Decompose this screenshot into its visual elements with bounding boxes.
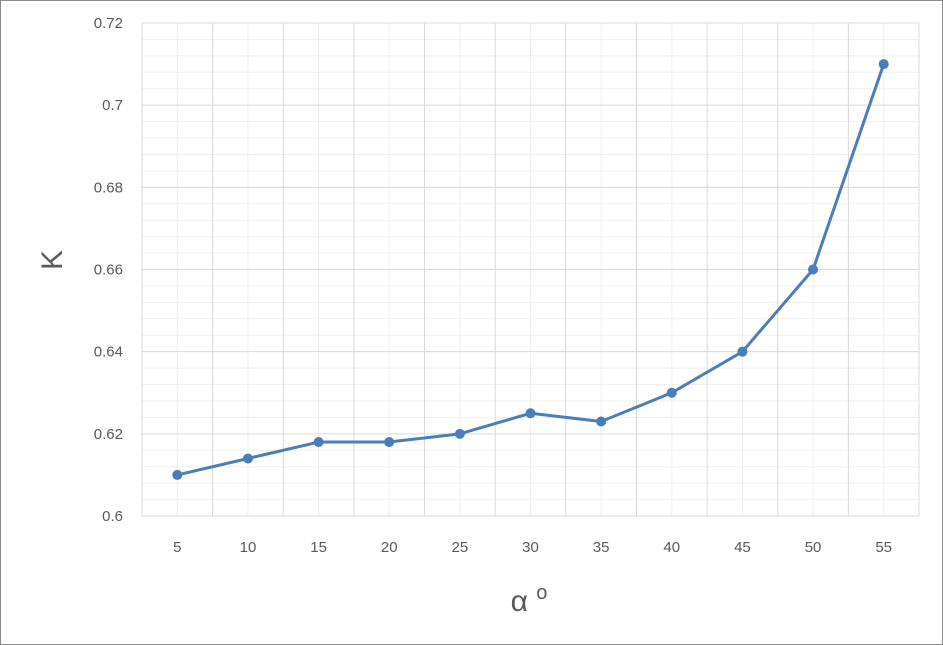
x-tick-label: 50 <box>805 539 822 556</box>
x-tick-label: 10 <box>240 539 257 556</box>
y-tick-label: 0.7 <box>102 97 123 114</box>
data-point <box>596 416 607 427</box>
data-point <box>666 387 677 398</box>
data-point <box>454 428 465 439</box>
y-tick-label: 0.6 <box>102 508 123 525</box>
y-tick-label: 0.62 <box>94 426 123 443</box>
major-gridlines <box>141 22 920 517</box>
x-axis-title: α o <box>511 582 548 618</box>
series-group <box>172 59 889 480</box>
data-point <box>525 408 536 419</box>
x-axis-title-text: α <box>511 585 528 618</box>
y-tick-label: 0.72 <box>94 15 123 32</box>
data-point <box>313 437 324 448</box>
y-tick-label: 0.66 <box>94 262 123 279</box>
x-tick-label: 45 <box>734 539 751 556</box>
y-tick-label: 0.64 <box>94 344 123 361</box>
y-axis-tick-labels: 0.6 0.62 0.64 0.66 0.68 0.7 0.72 <box>94 15 123 525</box>
x-tick-label: 40 <box>663 539 680 556</box>
x-tick-label: 5 <box>173 539 181 556</box>
y-tick-label: 0.68 <box>94 179 123 196</box>
x-tick-label: 35 <box>593 539 610 556</box>
x-tick-label: 55 <box>875 539 892 556</box>
x-tick-label: 15 <box>310 539 327 556</box>
x-tick-label: 30 <box>522 539 539 556</box>
data-point <box>878 59 889 70</box>
data-point <box>737 346 748 357</box>
y-axis-title: K <box>36 250 69 270</box>
data-point <box>384 437 395 448</box>
x-tick-label: 20 <box>381 539 398 556</box>
x-axis-tick-labels: 5 10 15 20 25 30 35 40 45 50 55 <box>173 539 892 556</box>
data-point <box>172 469 183 480</box>
data-point <box>808 264 819 275</box>
data-point <box>242 453 253 464</box>
x-axis-title-superscript: o <box>536 582 547 604</box>
x-tick-label: 25 <box>452 539 469 556</box>
